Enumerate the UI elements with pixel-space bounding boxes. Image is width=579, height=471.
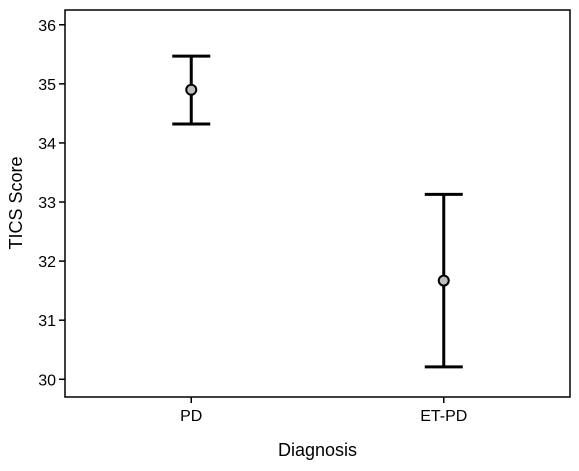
y-tick-label: 33 (38, 195, 56, 212)
y-tick-label: 35 (38, 77, 56, 94)
y-tick-label: 34 (38, 136, 56, 153)
y-axis-label: TICS Score (6, 156, 26, 249)
error-bar-marks (172, 54, 463, 369)
y-tick-label: 32 (38, 254, 56, 271)
y-tick-label: 30 (38, 372, 56, 389)
mean-point (185, 83, 198, 96)
y-tick-label: 31 (38, 313, 56, 330)
y-tick-label: 36 (38, 18, 56, 35)
x-tick-label: ET-PD (420, 408, 467, 425)
x-tick-label: PD (180, 408, 202, 425)
x-axis: PD ET-PD (180, 397, 467, 425)
x-axis-label: Diagnosis (278, 440, 357, 460)
plot-area-frame (64, 9, 571, 398)
y-axis: 30 31 32 33 34 35 36 (38, 18, 65, 389)
mean-point (437, 274, 450, 287)
